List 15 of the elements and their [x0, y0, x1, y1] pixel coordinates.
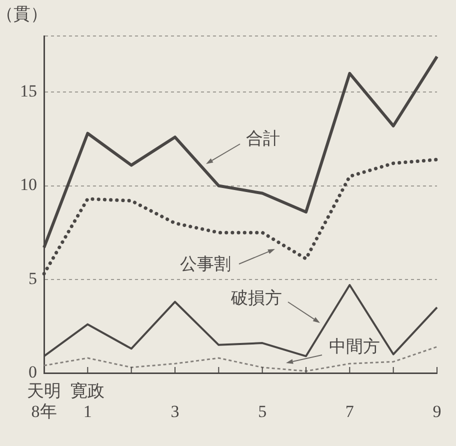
- x-tick-label: 3: [170, 402, 180, 422]
- x-tick-label: 5: [258, 402, 267, 422]
- x-tick-label: 7: [345, 402, 354, 422]
- y-axis-title: （貫）: [0, 4, 48, 24]
- y-tick-label: 5: [28, 268, 37, 288]
- y-tick-label: 15: [20, 82, 37, 101]
- text: 合計: [246, 129, 280, 148]
- y-tick-label: 10: [20, 175, 37, 194]
- x-tick-label: 寛政 1: [70, 382, 105, 422]
- x-tick-label: 9: [432, 402, 442, 422]
- y-tick-label: 0: [28, 362, 37, 382]
- text: 破損方: [230, 288, 282, 308]
- series-label: 公事割: [180, 254, 231, 274]
- x-tick-label: 天明 8年: [27, 382, 61, 422]
- series-label: 中間方: [328, 336, 380, 356]
